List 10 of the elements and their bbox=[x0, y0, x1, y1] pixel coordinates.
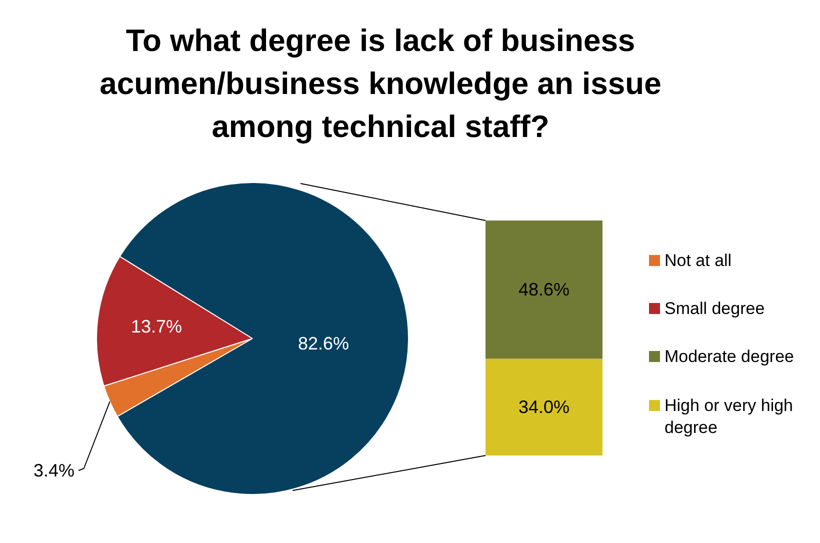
data-label: 48.6% bbox=[518, 280, 570, 300]
chart-title: To what degree is lack of business acumen/business knowledge an issue among technical staff? bbox=[100, 23, 662, 144]
data-label: 82.6% bbox=[298, 334, 350, 354]
legend-label: Moderate degree bbox=[664, 347, 794, 366]
legend-label: Small degree bbox=[664, 299, 765, 318]
legend-label: Not at all bbox=[664, 251, 732, 270]
data-label: 13.7% bbox=[130, 316, 182, 337]
data-label: 34.0% bbox=[518, 397, 570, 418]
data-label: 3.4% bbox=[33, 460, 75, 480]
legend-label: High or very high degree bbox=[664, 396, 794, 437]
